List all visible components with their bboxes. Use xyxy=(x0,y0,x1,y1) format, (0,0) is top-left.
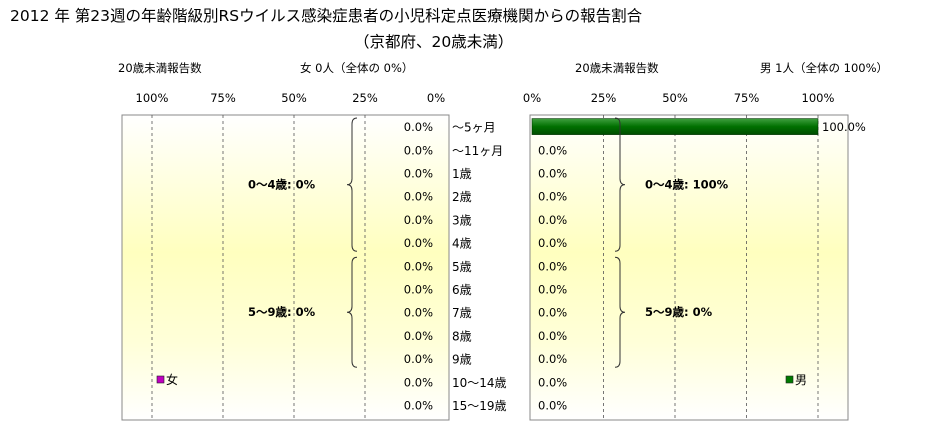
category-label: 8歳 xyxy=(452,329,472,343)
tick-label: 100% xyxy=(802,91,835,105)
value-label: 0.0% xyxy=(404,306,433,320)
plot-area xyxy=(529,114,849,421)
value-label: 0.0% xyxy=(538,190,567,204)
group-label: 5～9歳: 0% xyxy=(248,305,316,319)
value-label: 0.0% xyxy=(538,375,567,389)
tick-label: 100% xyxy=(136,91,169,105)
value-label: 0.0% xyxy=(404,120,433,134)
value-label: 0.0% xyxy=(404,329,433,343)
tick-label: 50% xyxy=(662,91,688,105)
category-label: ～5ヶ月 xyxy=(452,121,496,135)
value-label: 0.0% xyxy=(404,213,433,227)
header-count: 女 0人（全体の 0%） xyxy=(300,61,413,75)
category-label: 6歳 xyxy=(452,283,472,297)
header-count: 男 1人（全体の 100%） xyxy=(760,61,888,75)
tick-label: 75% xyxy=(734,91,760,105)
value-label: 0.0% xyxy=(538,283,567,297)
category-label: 1歳 xyxy=(452,167,472,181)
age-category-labels: ～5ヶ月 ～11ヶ月 1歳 2歳 3歳 4歳 5歳 6歳 7歳 8歳 9歳 10～14歳 15～19歳 xyxy=(452,121,507,413)
bar xyxy=(531,118,819,135)
category-label: 3歳 xyxy=(452,213,472,227)
tick-label: 75% xyxy=(210,91,236,105)
value-label: 0.0% xyxy=(404,352,433,366)
value-label: 0.0% xyxy=(404,399,433,413)
group-brace xyxy=(346,256,358,368)
category-label: 9歳 xyxy=(452,353,472,367)
male-panel: 20歳未満報告数 男 1人（全体の 100%） 0% 25% 50% 75% 100% 100… xyxy=(523,61,888,421)
category-label: 5歳 xyxy=(452,260,472,274)
category-label: 15～19歳 xyxy=(452,399,507,413)
group-brace xyxy=(614,256,626,368)
value-label: 0.0% xyxy=(538,259,567,273)
group-label: 5～9歳: 0% xyxy=(645,305,713,319)
value-label: 0.0% xyxy=(538,143,567,157)
legend-swatch xyxy=(156,375,165,384)
tick-label: 25% xyxy=(591,91,617,105)
header-label: 20歳未満報告数 xyxy=(118,61,202,75)
plot-area xyxy=(121,114,450,421)
legend-swatch xyxy=(785,375,794,384)
value-label: 0.0% xyxy=(404,283,433,297)
tick-label: 0% xyxy=(523,91,541,105)
group-brace xyxy=(346,117,358,252)
value-label: 0.0% xyxy=(538,399,567,413)
value-label: 0.0% xyxy=(404,143,433,157)
value-label: 0.0% xyxy=(538,213,567,227)
value-label: 0.0% xyxy=(538,352,567,366)
chart-subtitle: （京都府、20歳未満） xyxy=(354,33,513,51)
chart-title: 2012 年 第23週の年齢階級別RSウイルス感染症患者の小児科定点医療機関から… xyxy=(10,7,643,25)
value-label: 0.0% xyxy=(538,236,567,250)
tick-label: 25% xyxy=(352,91,378,105)
header-label: 20歳未満報告数 xyxy=(575,61,659,75)
value-label: 0.0% xyxy=(404,236,433,250)
female-panel: 20歳未満報告数 女 0人（全体の 0%） 0% 25% 50% 75% 100% 0.0% 0… xyxy=(118,61,450,421)
category-label: 4歳 xyxy=(452,237,472,251)
tick-label: 0% xyxy=(427,91,445,105)
value-label: 0.0% xyxy=(538,167,567,181)
value-label: 0.0% xyxy=(404,375,433,389)
value-label: 0.0% xyxy=(404,190,433,204)
tick-label: 50% xyxy=(281,91,307,105)
legend-label: 女 xyxy=(166,372,178,387)
group-label: 0～4歳: 100% xyxy=(645,178,729,192)
value-label: 0.0% xyxy=(404,259,433,273)
value-label: 0.0% xyxy=(538,306,567,320)
legend-label: 男 xyxy=(795,373,807,387)
group-brace xyxy=(614,117,626,252)
category-label: 7歳 xyxy=(452,306,472,320)
category-label: 2歳 xyxy=(452,190,472,204)
category-label: ～11ヶ月 xyxy=(452,144,503,158)
group-label: 0～4歳: 0% xyxy=(248,178,316,192)
value-label: 100.0% xyxy=(822,120,866,134)
value-label: 0.0% xyxy=(404,167,433,181)
value-label: 0.0% xyxy=(538,329,567,343)
category-label: 10～14歳 xyxy=(452,376,507,390)
